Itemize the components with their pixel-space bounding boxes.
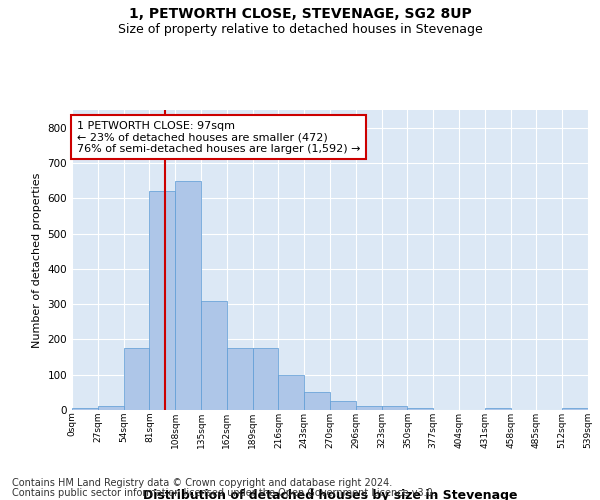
Bar xyxy=(562,408,588,410)
Bar xyxy=(485,408,511,410)
Text: Size of property relative to detached houses in Stevenage: Size of property relative to detached ho… xyxy=(118,22,482,36)
Text: 1, PETWORTH CLOSE, STEVENAGE, SG2 8UP: 1, PETWORTH CLOSE, STEVENAGE, SG2 8UP xyxy=(128,8,472,22)
Bar xyxy=(407,408,433,410)
Bar xyxy=(124,348,149,410)
Bar xyxy=(382,406,407,410)
X-axis label: Distribution of detached houses by size in Stevenage: Distribution of detached houses by size … xyxy=(143,490,517,500)
Y-axis label: Number of detached properties: Number of detached properties xyxy=(32,172,42,348)
Bar xyxy=(304,392,330,410)
Text: Contains public sector information licensed under the Open Government Licence v3: Contains public sector information licen… xyxy=(12,488,436,498)
Bar xyxy=(175,180,201,410)
Bar xyxy=(98,406,124,410)
Bar xyxy=(72,408,98,410)
Bar xyxy=(201,300,227,410)
Text: 1 PETWORTH CLOSE: 97sqm
← 23% of detached houses are smaller (472)
76% of semi-d: 1 PETWORTH CLOSE: 97sqm ← 23% of detache… xyxy=(77,120,360,154)
Text: Contains HM Land Registry data © Crown copyright and database right 2024.: Contains HM Land Registry data © Crown c… xyxy=(12,478,392,488)
Bar xyxy=(278,374,304,410)
Bar xyxy=(227,348,253,410)
Bar xyxy=(356,406,382,410)
Bar xyxy=(253,348,278,410)
Bar xyxy=(149,191,175,410)
Bar xyxy=(330,401,356,410)
